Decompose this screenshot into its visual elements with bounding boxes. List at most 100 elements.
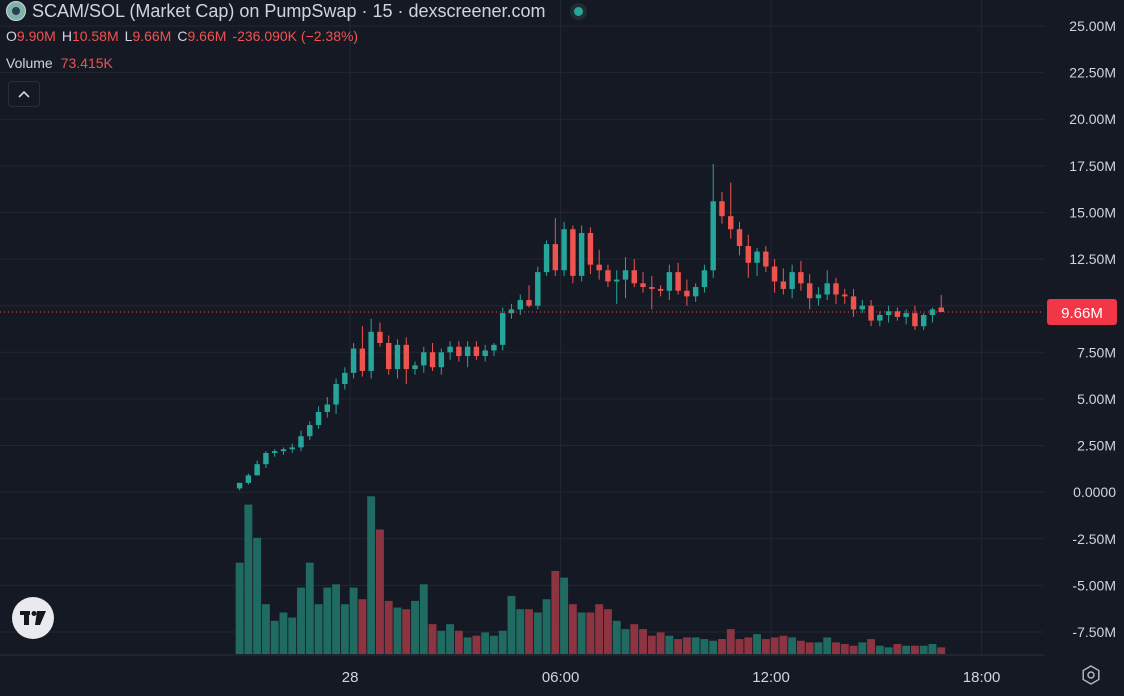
current-price-badge — [1047, 299, 1117, 326]
volume-bar — [709, 640, 718, 654]
candle — [508, 303, 515, 319]
candle — [561, 221, 567, 276]
volume-bar — [761, 639, 770, 654]
volume-bar — [560, 577, 569, 654]
volume-legend[interactable]: Volume 73.415K — [6, 55, 583, 73]
collapse-legend-button[interactable] — [8, 81, 40, 107]
candle-body — [412, 365, 418, 370]
volume-bar — [516, 609, 525, 654]
candle — [938, 294, 944, 313]
candle — [833, 277, 839, 304]
candle — [719, 191, 725, 224]
candle — [350, 342, 357, 379]
x-tick-label: 28 — [342, 669, 359, 686]
volume-bar — [340, 604, 349, 654]
candle-body — [526, 300, 532, 306]
volume-bar — [437, 630, 446, 654]
candle-body — [473, 346, 480, 357]
candle-body — [649, 287, 655, 289]
volume-bar — [823, 637, 832, 654]
candle-body — [763, 251, 769, 267]
candle — [263, 451, 269, 468]
candle-body — [842, 294, 848, 297]
symbol-title-row[interactable]: SCAM/SOL (Market Cap) on PumpSwap · 15 ·… — [6, 0, 583, 22]
volume-bars — [235, 496, 946, 654]
candle-body — [920, 315, 927, 327]
candle — [666, 264, 673, 301]
volume-bar — [244, 504, 253, 654]
candle — [728, 182, 734, 239]
y-tick-label: -2.50M — [1072, 531, 1116, 547]
candle — [254, 460, 260, 476]
volume-bar — [367, 496, 376, 654]
candle-body — [815, 294, 822, 299]
volume-bar — [805, 642, 814, 654]
candle-body — [315, 411, 322, 426]
candle — [368, 318, 374, 379]
x-axis[interactable]: 28 06:00 12:00 18:00 — [0, 654, 1044, 686]
volume-bar — [375, 529, 384, 654]
candle-body — [245, 475, 252, 483]
y-tick-label: 2.50M — [1077, 438, 1116, 454]
candle — [815, 287, 822, 306]
candle — [894, 307, 901, 321]
volume-bar — [305, 562, 314, 654]
candle — [456, 341, 462, 362]
volume-bar — [770, 637, 779, 654]
volume-bar — [928, 644, 937, 654]
volume-bar — [630, 624, 639, 654]
candle — [789, 264, 795, 299]
y-axis[interactable]: 25.00M22.50M20.00M17.50M15.00M12.50M10.0… — [1047, 18, 1117, 640]
candle-body — [710, 201, 716, 271]
candle-body — [605, 270, 611, 282]
candle — [324, 397, 331, 418]
candle — [333, 378, 339, 414]
candle — [596, 249, 602, 280]
high-key: H — [61, 28, 72, 44]
candle — [780, 268, 787, 295]
candle-body — [482, 350, 488, 357]
candle-body — [561, 229, 567, 271]
symbol-title[interactable]: SCAM/SOL (Market Cap) on PumpSwap · 15 ·… — [32, 0, 546, 21]
high-value: 10.58M — [71, 28, 119, 44]
candle-body — [850, 296, 857, 310]
volume-bar — [919, 645, 928, 654]
candle-body — [499, 313, 506, 345]
candle — [271, 449, 278, 457]
gear-icon[interactable] — [1080, 664, 1102, 686]
market-status-icon — [573, 6, 583, 16]
candle-body — [771, 266, 778, 282]
close-value: 9.66M — [187, 28, 227, 44]
volume-bar — [849, 645, 858, 654]
candle-body — [728, 216, 734, 230]
volume-bar — [542, 599, 551, 654]
volume-bar — [358, 599, 367, 654]
candle — [929, 307, 936, 323]
volume-bar — [612, 620, 621, 654]
candle — [824, 270, 830, 301]
volume-bar — [525, 609, 533, 654]
volume-bar — [551, 571, 560, 654]
candle — [675, 262, 681, 295]
tradingview-logo-icon[interactable] — [12, 597, 54, 639]
candle-body — [491, 344, 497, 351]
chevron-up-icon — [18, 90, 30, 98]
volume-bar — [867, 639, 876, 654]
volume-bar — [744, 637, 753, 654]
volume-bar — [463, 637, 472, 654]
chart-legend: SCAM/SOL (Market Cap) on PumpSwap · 15 ·… — [6, 0, 583, 73]
candle — [701, 264, 708, 293]
y-tick-label: 0.0000 — [1073, 484, 1116, 500]
volume-bar — [682, 637, 691, 654]
volume-bar — [261, 604, 270, 654]
candle — [614, 270, 620, 304]
candle — [640, 272, 646, 293]
volume-bar — [814, 642, 823, 654]
volume-bar — [735, 639, 744, 654]
y-tick-label: 15.00M — [1069, 204, 1116, 220]
candle-body — [368, 331, 374, 371]
candle-body — [894, 311, 901, 317]
candle-body — [403, 344, 409, 370]
candle-body — [289, 447, 295, 450]
